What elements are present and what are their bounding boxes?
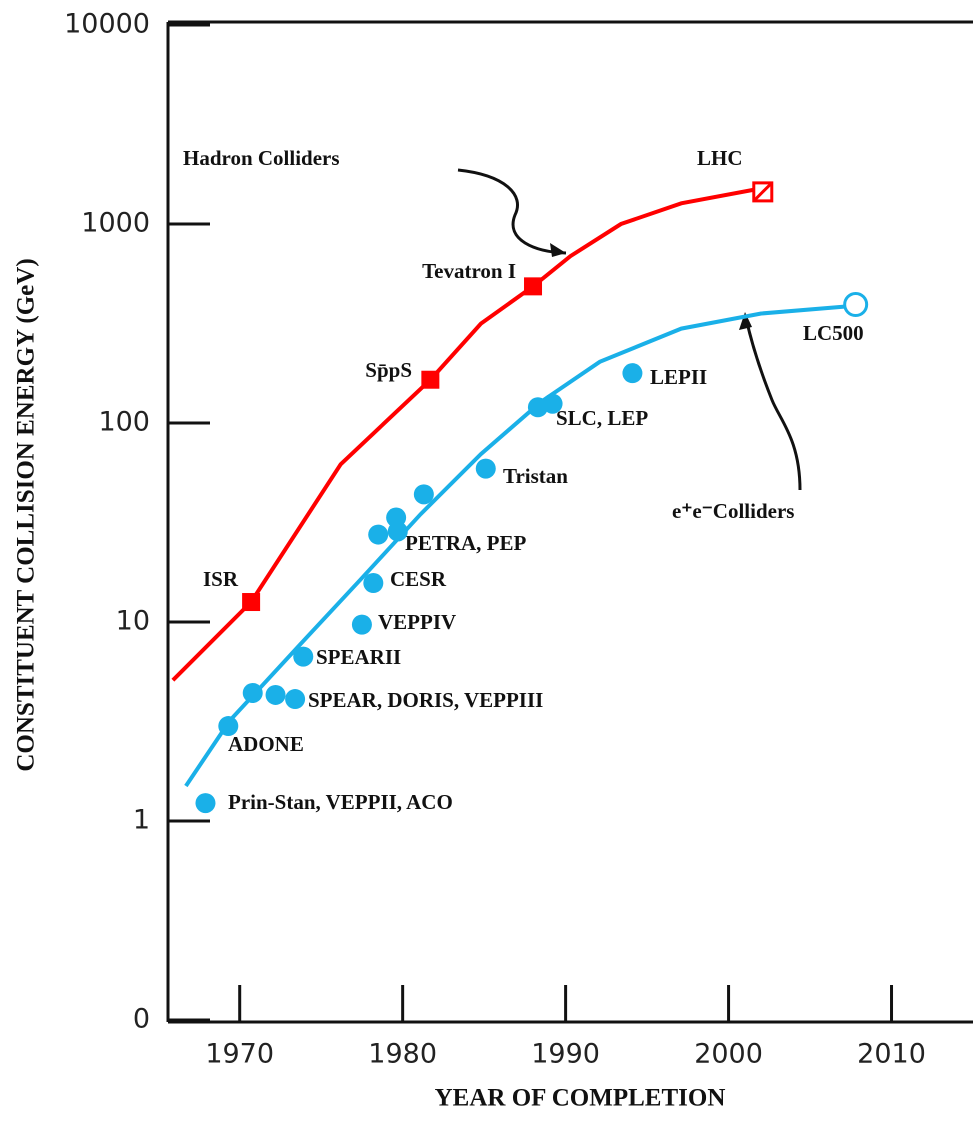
x-tick-label: 2010 (857, 1039, 926, 1070)
point (266, 685, 286, 705)
point (414, 484, 434, 504)
point-label: LC500 (803, 321, 864, 345)
point (388, 521, 408, 541)
arrow (746, 318, 800, 490)
x-tick-label: 2000 (694, 1039, 763, 1070)
point-label: SLC, LEP (556, 406, 648, 430)
point (285, 689, 305, 709)
series-name: Hadron Colliders (183, 146, 340, 170)
point-label: Tristan (503, 464, 568, 488)
y-tick-label: 100 (98, 407, 150, 438)
point (243, 683, 263, 703)
chart: CONSTITUENT COLLISION ENERGY (GeV) YEAR … (0, 0, 973, 1124)
point (476, 459, 496, 479)
point (845, 293, 867, 315)
point (242, 593, 260, 611)
point (218, 716, 238, 736)
point-label: ADONE (228, 732, 304, 756)
series-name: e⁺e⁻Colliders (672, 499, 794, 523)
point-label: LHC (697, 146, 743, 170)
point-label: VEPPIV (378, 610, 456, 634)
x-tick-label: 1990 (531, 1039, 600, 1070)
arrow (458, 170, 566, 253)
point (363, 573, 383, 593)
point-label: LEPII (650, 365, 707, 389)
arrow-head (550, 243, 566, 257)
point (543, 394, 563, 414)
point-label: PETRA, PEP (405, 531, 527, 555)
point-label: Sp̄pS (365, 358, 412, 382)
point-label: Prin-Stan, VEPPII, ACO (228, 790, 453, 814)
point (368, 525, 388, 545)
y-tick-label: 1000 (81, 208, 150, 239)
point-label: ISR (203, 567, 239, 591)
point (352, 615, 372, 635)
point-label: SPEAR, DORIS, VEPPIII (308, 688, 543, 712)
point-label: SPEARII (316, 645, 401, 669)
x-tick-label: 1970 (205, 1039, 274, 1070)
x-axis-title: YEAR OF COMPLETION (435, 1085, 726, 1112)
y-tick-label: 0 (133, 1004, 150, 1035)
point (421, 371, 439, 389)
y-tick-label: 1 (133, 805, 150, 836)
point-label: CESR (390, 567, 447, 591)
y-tick-label: 10000 (64, 9, 150, 40)
point (524, 277, 542, 295)
y-tick-label: 10 (116, 606, 150, 637)
point (622, 363, 642, 383)
point (293, 647, 313, 667)
point-label: Tevatron I (422, 259, 516, 283)
x-tick-label: 1980 (368, 1039, 437, 1070)
point (195, 793, 215, 813)
y-axis-title: CONSTITUENT COLLISION ENERGY (GeV) (13, 258, 40, 771)
